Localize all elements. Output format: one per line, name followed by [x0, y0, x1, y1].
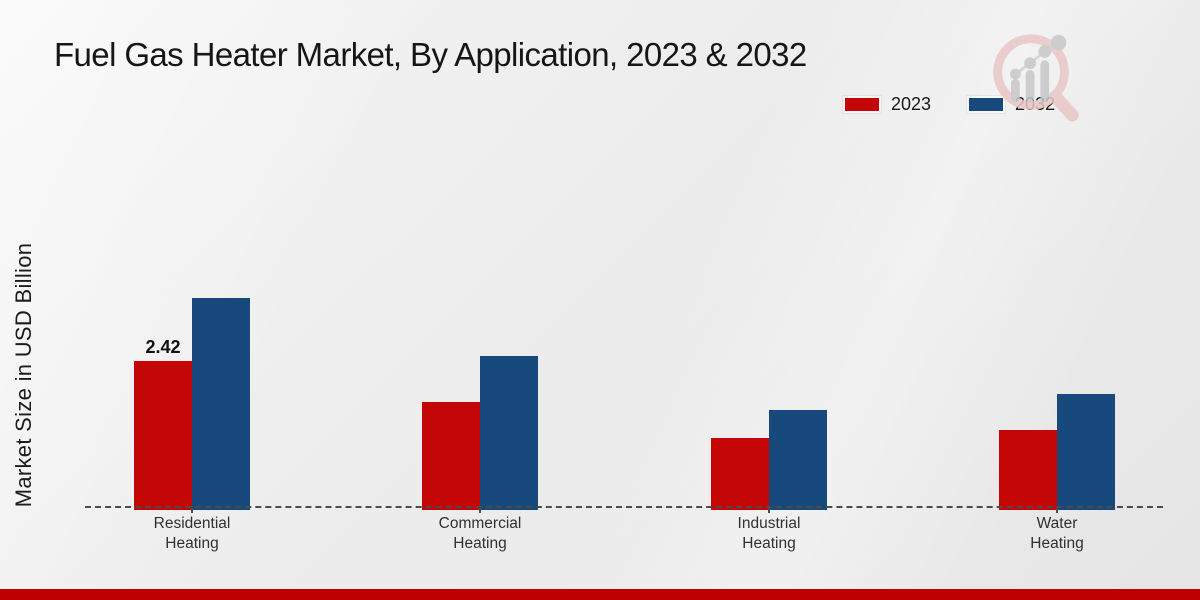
category-label-commercial-heating: Commercial Heating — [438, 515, 522, 552]
bar-2023-water-heating — [999, 430, 1057, 510]
legend-swatch-icon — [843, 96, 881, 113]
bar-2032-water-heating — [1057, 394, 1115, 510]
x-axis-tick — [191, 507, 193, 513]
magnifier-bar-chart-logo-icon — [993, 34, 1079, 122]
footer-accent-bar — [0, 589, 1200, 600]
bar-2023-industrial-heating — [711, 438, 769, 510]
x-axis-tick — [479, 507, 481, 513]
legend-item-2023: 2023 — [843, 94, 931, 115]
bar-value-label: 2.42 — [145, 337, 181, 357]
x-axis-baseline — [85, 506, 1163, 508]
category-label-residential-heating: Residential Heating — [153, 515, 231, 552]
y-axis-label: Market Size in USD Billion — [11, 242, 36, 508]
x-axis-tick — [768, 507, 770, 513]
bar-2023-residential-heating — [134, 361, 192, 510]
chart-title: Fuel Gas Heater Market, By Application, … — [54, 36, 807, 73]
bar-2032-commercial-heating — [480, 356, 538, 510]
legend-swatch-icon — [967, 96, 1006, 113]
category-label-water-heating: Water Heating — [1030, 515, 1084, 552]
legend-label: 2023 — [891, 94, 932, 114]
x-axis-tick — [1056, 507, 1058, 513]
bar-2032-industrial-heating — [769, 410, 827, 510]
bar-2023-commercial-heating — [422, 402, 480, 510]
bar-2032-residential-heating — [192, 298, 250, 510]
category-label-industrial-heating: Industrial Heating — [737, 515, 801, 552]
